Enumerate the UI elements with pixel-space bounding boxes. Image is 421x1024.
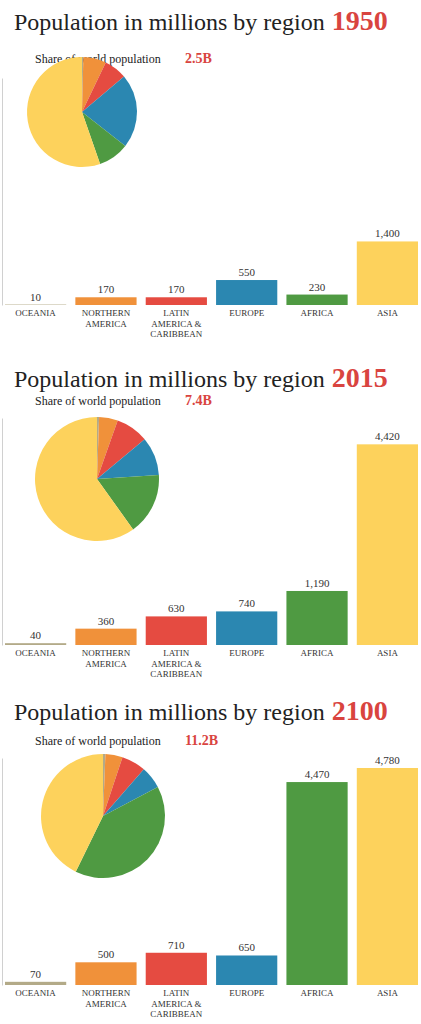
bar <box>5 304 66 305</box>
bar <box>146 616 207 645</box>
x-tick-label: ASIA <box>377 648 399 658</box>
x-tick-labels: OCEANIA NORTHERNAMERICA LATINAMERICA &CARI… <box>15 648 398 679</box>
x-tick-label: OCEANIA <box>15 648 56 658</box>
pie <box>27 57 137 167</box>
x-tick-label: NORTHERNAMERICA <box>82 648 131 669</box>
pie-total: 7.4B <box>185 393 212 408</box>
bar <box>5 982 66 985</box>
data-label: 360 <box>98 615 115 627</box>
x-tick-label: NORTHERNAMERICA <box>82 988 131 1009</box>
data-label: 4,780 <box>375 754 400 766</box>
pie-slice <box>27 57 100 167</box>
data-label: 170 <box>168 283 185 295</box>
bar <box>75 962 136 985</box>
chart-title: Population in millions by region <box>14 9 325 35</box>
bar <box>216 955 277 985</box>
bar <box>286 591 347 645</box>
pie-panel: Share of world population 11.2B <box>35 733 218 878</box>
bar-panel: Population in millions by region 2100 70 50… <box>2 695 418 1019</box>
pie-title: Share of world population <box>35 734 161 748</box>
x-tick-labels: OCEANIA NORTHERNAMERICA LATINAMERICA &CARI… <box>15 988 398 1019</box>
x-tick-labels: OCEANIA NORTHERNAMERICA LATINAMERICA &CARI… <box>15 308 398 339</box>
pie-slice <box>97 439 159 479</box>
chart-year: 2015 <box>332 362 388 393</box>
x-tick-label: LATINAMERICA &CARIBBEAN <box>150 648 203 679</box>
y-axis <box>2 79 4 306</box>
data-label: 500 <box>98 948 115 960</box>
bar <box>286 295 347 305</box>
bar <box>75 629 136 645</box>
figure: Population in millions by region 1950 10 17… <box>0 0 421 1024</box>
data-label: 230 <box>309 281 326 293</box>
bar <box>146 297 207 305</box>
data-label: 4,420 <box>375 430 400 442</box>
x-tick-label: EUROPE <box>229 648 265 658</box>
data-labels: 10 170 170 550 230 1,400 <box>30 227 400 302</box>
y-axis <box>2 419 4 646</box>
data-label: 740 <box>238 597 255 609</box>
data-label: 70 <box>30 968 42 980</box>
y-axis-line <box>2 419 3 646</box>
pie-total: 2.5B <box>185 51 212 66</box>
data-label: 630 <box>168 602 185 614</box>
x-tick-label: LATINAMERICA &CARIBBEAN <box>150 988 203 1019</box>
x-tick-label: AFRICA <box>301 648 335 658</box>
chart-year: 2100 <box>332 695 388 726</box>
x-tick-label: AFRICA <box>301 308 335 318</box>
pie-title: Share of world population <box>35 394 161 408</box>
x-tick-label: EUROPE <box>229 308 265 318</box>
bar <box>357 444 418 645</box>
bar <box>75 297 136 305</box>
data-label: 650 <box>238 941 255 953</box>
data-label: 710 <box>168 939 185 951</box>
bar-panel: Population in millions by region 2015 40 36… <box>2 362 418 679</box>
data-label: 10 <box>30 291 42 303</box>
data-label: 1,190 <box>305 577 330 589</box>
y-axis-line <box>2 79 3 306</box>
data-label: 4,470 <box>305 768 330 780</box>
y-axis-line <box>2 759 3 986</box>
data-label: 40 <box>30 629 42 641</box>
x-tick-label: EUROPE <box>229 988 265 998</box>
bar <box>146 953 207 985</box>
bar <box>357 241 418 305</box>
pie <box>41 754 165 878</box>
chart-title: Population in millions by region <box>14 699 325 725</box>
data-label: 170 <box>98 283 115 295</box>
data-labels: 70 500 710 650 4,470 4,780 <box>30 754 400 980</box>
pie-total: 11.2B <box>185 733 218 748</box>
x-tick-label: OCEANIA <box>15 308 56 318</box>
x-tick-label: NORTHERNAMERICA <box>82 308 131 329</box>
x-tick-label: ASIA <box>377 308 399 318</box>
chart-year: 1950 <box>332 5 388 36</box>
x-tick-label: AFRICA <box>301 988 335 998</box>
bar <box>216 611 277 645</box>
x-tick-label: OCEANIA <box>15 988 56 998</box>
x-tick-label: ASIA <box>377 988 399 998</box>
data-label: 550 <box>238 266 255 278</box>
bar <box>286 782 347 985</box>
bar <box>5 643 66 645</box>
bars <box>5 241 418 305</box>
bar-panel: Population in millions by region 1950 10 17… <box>2 5 418 339</box>
pie <box>35 417 159 541</box>
pie-panel: Share of world population2.5B <box>27 51 212 167</box>
pie-slice <box>41 754 103 872</box>
x-tick-label: LATINAMERICA &CARIBBEAN <box>150 308 203 339</box>
pie-slice <box>35 417 133 541</box>
chart-title: Population in millions by region <box>14 366 325 392</box>
data-label: 1,400 <box>375 227 400 239</box>
bar <box>216 280 277 305</box>
pie-panel: Share of world population 7.4B <box>35 393 212 541</box>
y-axis <box>2 759 4 986</box>
bar <box>357 768 418 985</box>
